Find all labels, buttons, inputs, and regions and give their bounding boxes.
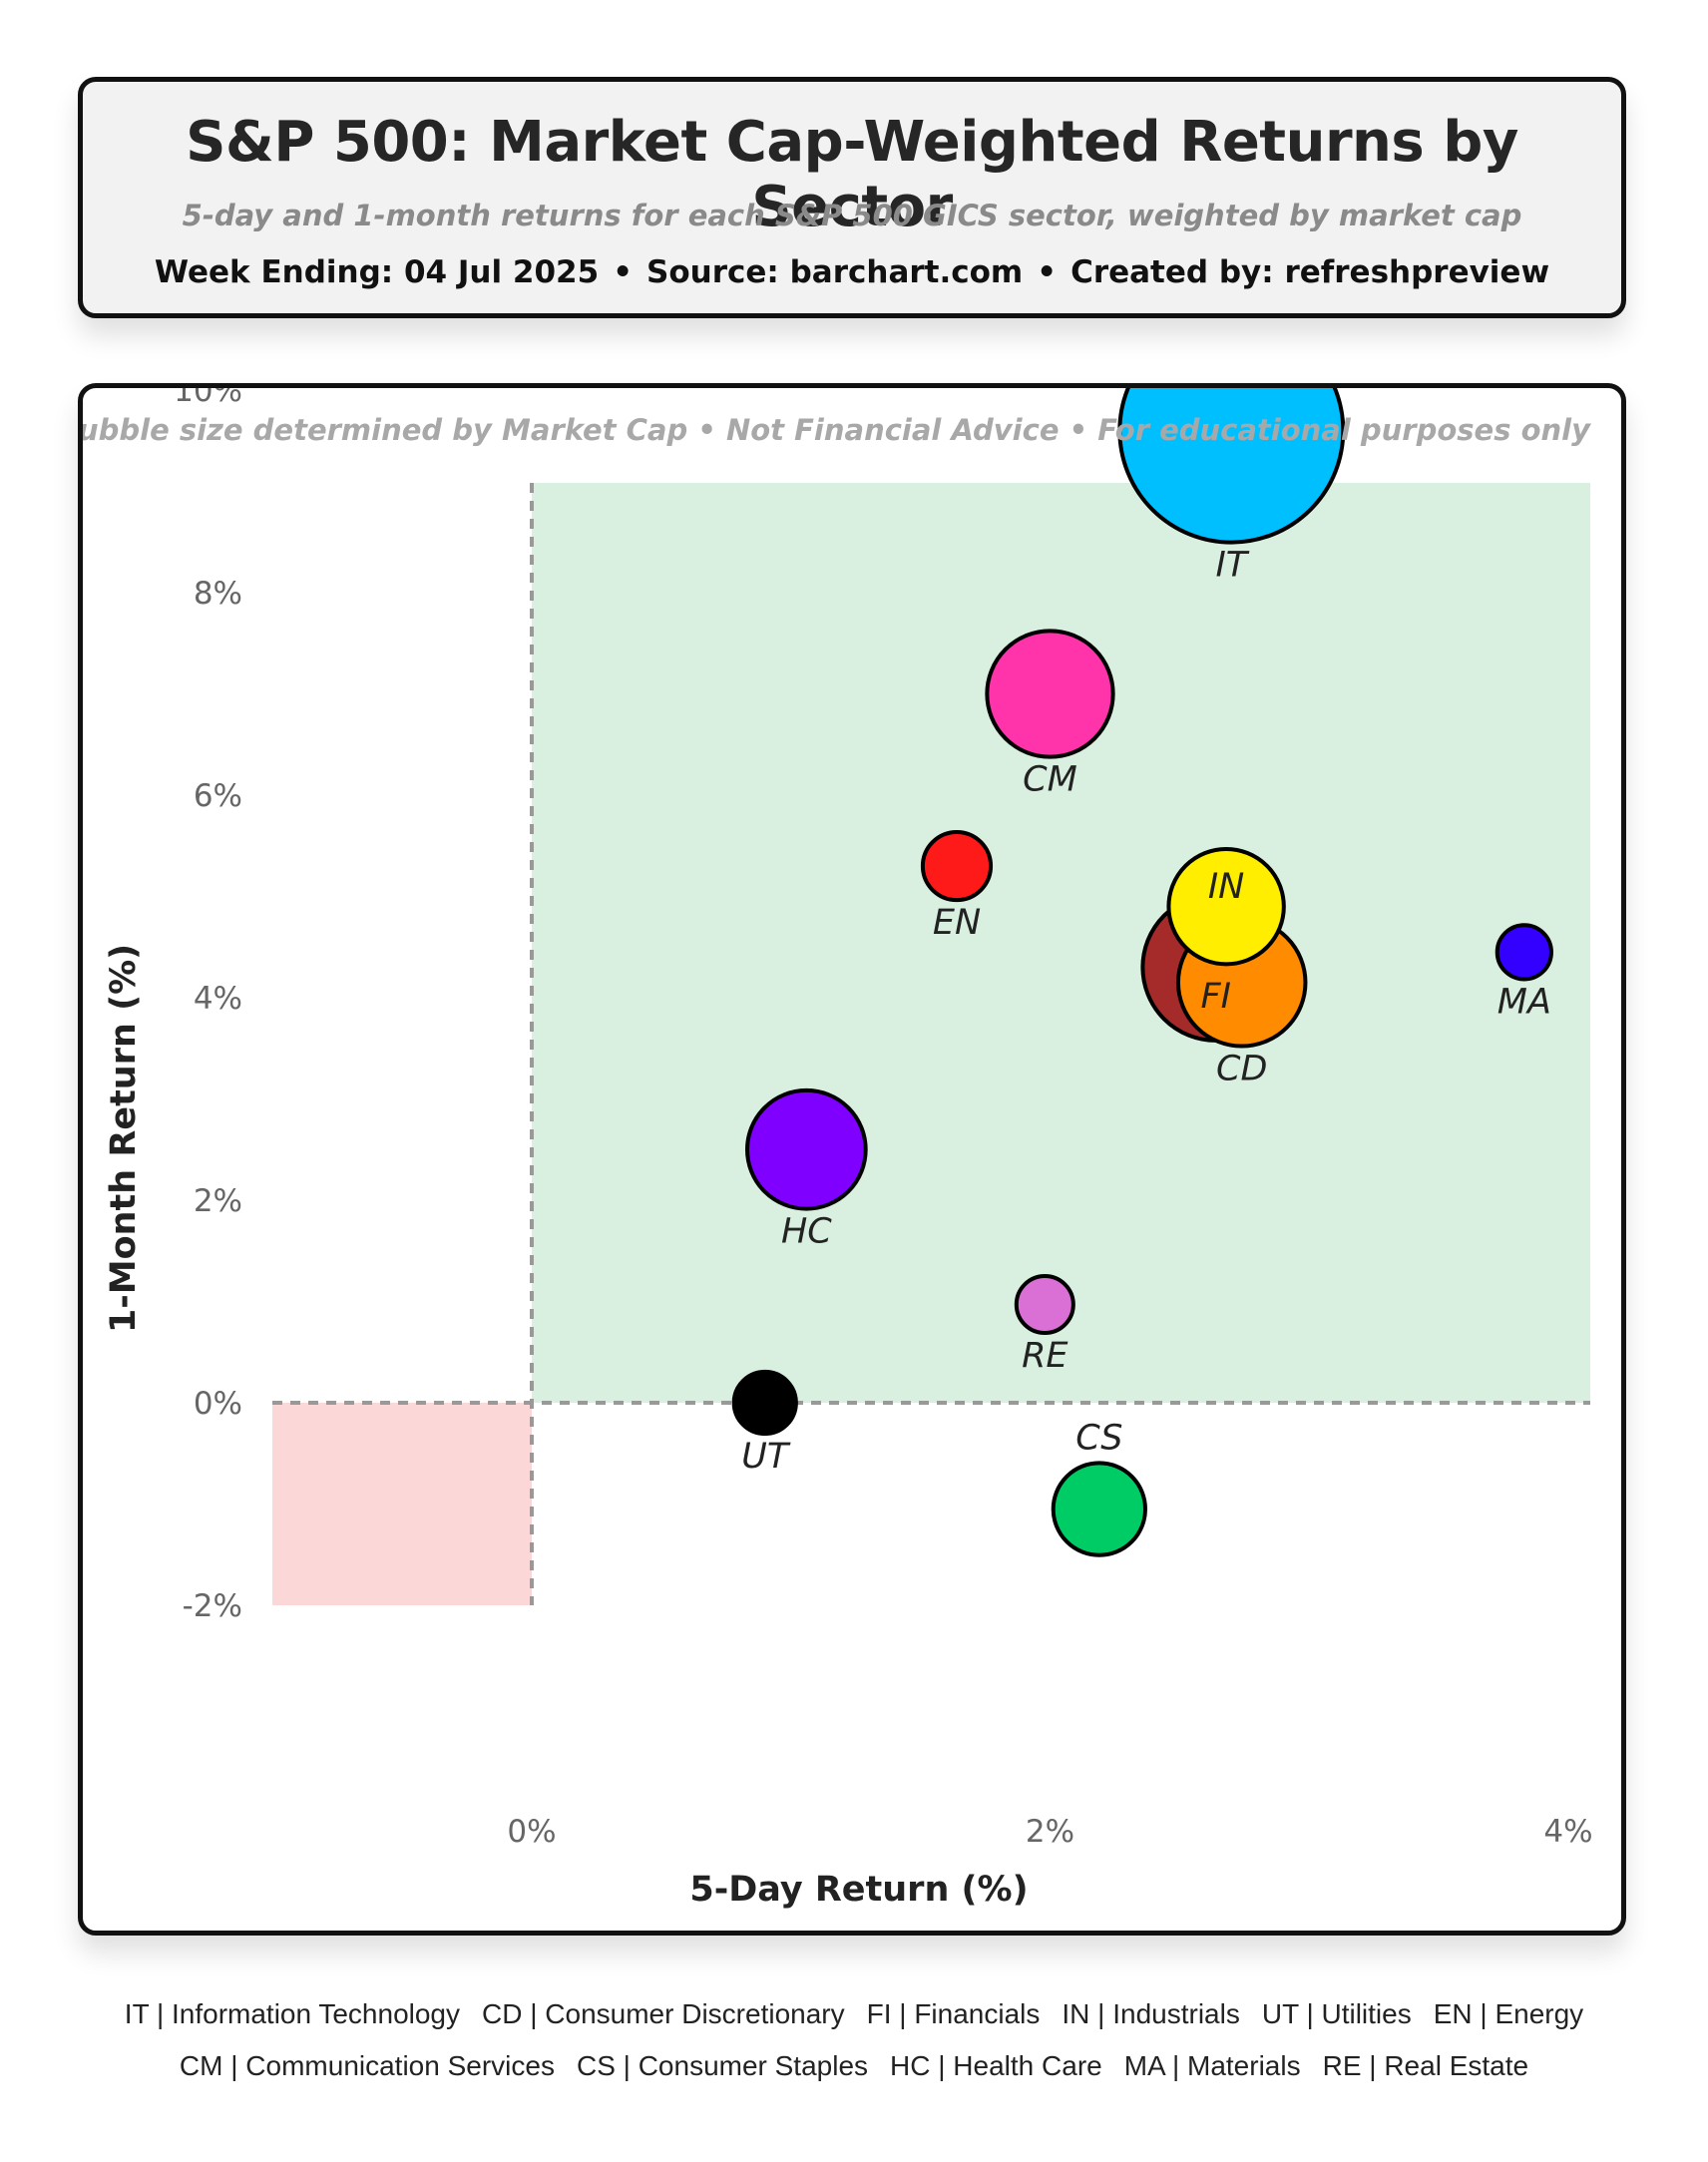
bubble-label-cd: CD xyxy=(1216,1050,1267,1089)
bubble-label-re: RE xyxy=(1022,1336,1068,1376)
header-card: S&P 500: Market Cap-Weighted Returns by … xyxy=(78,77,1626,318)
bubble-label-fi: FI xyxy=(1201,977,1231,1017)
bubble-it xyxy=(1117,388,1346,545)
bubble-label-cs: CS xyxy=(1075,1418,1122,1458)
meta-line: Week Ending: 04 Jul 2025 • Source: barchar… xyxy=(83,254,1621,290)
bubble-label-en: EN xyxy=(933,903,981,943)
bubble-cs xyxy=(1051,1461,1147,1557)
legend-item: CS | Consumer Staples xyxy=(576,2050,869,2081)
bubble-in xyxy=(1166,846,1286,967)
page-subtitle: 5-day and 1-month returns for each S&P 5… xyxy=(182,199,1522,232)
source: Source: barchart.com xyxy=(646,254,1024,290)
bubble-ut xyxy=(731,1369,798,1437)
bubble-label-in: IN xyxy=(1208,867,1245,907)
legend-item: HC | Health Care xyxy=(890,2050,1102,2081)
legend-item: RE | Real Estate xyxy=(1322,2050,1529,2081)
separator-dot: • xyxy=(613,254,634,290)
bubble-chart: -2% 0% 2% 4% 6% 8% 10% 0% 2% 4% IT CM EN IN CD FI MA HC R… xyxy=(83,388,1593,1910)
y-tick-label: -2% xyxy=(183,1588,242,1624)
bubble-re xyxy=(1014,1274,1075,1336)
x-tick-label: 4% xyxy=(1543,1814,1592,1850)
y-tick-label: 4% xyxy=(194,981,242,1017)
bubble-label-ut: UT xyxy=(741,1437,791,1477)
legend-item: MA | Materials xyxy=(1123,2050,1301,2081)
bubble-label-cm: CM xyxy=(1023,760,1077,800)
y-tick-label: 10% xyxy=(174,388,242,409)
bubble-cm xyxy=(985,629,1115,759)
chart-note: Bubble size determined by Market Cap • N… xyxy=(83,413,1591,447)
legend-row-2: CM | Communication Services CS | Consumer… xyxy=(0,2050,1708,2082)
x-axis-title: 5-Day Return (%) xyxy=(689,1870,1028,1910)
separator-dot: • xyxy=(1037,254,1058,290)
legend-item: IN | Industrials xyxy=(1062,1998,1240,2029)
y-axis-title: 1-Month Return (%) xyxy=(104,944,144,1333)
week-ending: Week Ending: 04 Jul 2025 xyxy=(154,254,600,290)
y-tick-label: 2% xyxy=(194,1183,242,1219)
bubble-label-it: IT xyxy=(1215,546,1249,586)
y-tick-label: 8% xyxy=(194,576,242,612)
x-tick-label: 0% xyxy=(507,1814,556,1850)
bubble-hc xyxy=(744,1087,868,1211)
legend-item: IT | Information Technology xyxy=(124,1998,461,2029)
legend-item: CM | Communication Services xyxy=(179,2050,555,2081)
legend-item: CD | Consumer Discretionary xyxy=(482,1998,845,2029)
page-title: S&P 500: Market Cap-Weighted Returns by … xyxy=(186,110,1518,239)
y-tick-label: 6% xyxy=(194,778,242,814)
legend-item: UT | Utilities xyxy=(1261,1998,1412,2029)
legend-item: EN | Energy xyxy=(1433,1998,1584,2029)
quadrant-negative xyxy=(272,1403,532,1605)
y-tick-label: 0% xyxy=(194,1386,242,1422)
x-tick-label: 2% xyxy=(1026,1814,1074,1850)
bubble-label-hc: HC xyxy=(781,1212,832,1252)
quadrant-positive xyxy=(532,483,1590,1403)
legend-item: FI | Financials xyxy=(866,1998,1041,2029)
bubble-ma xyxy=(1494,923,1553,982)
chart-card: -2% 0% 2% 4% 6% 8% 10% 0% 2% 4% IT CM EN IN CD FI MA HC R… xyxy=(78,383,1626,1936)
bubble-label-ma: MA xyxy=(1497,982,1551,1022)
bubble-en xyxy=(920,829,994,903)
created-by: Created by: refreshpreview xyxy=(1070,254,1550,290)
legend-row-1: IT | Information Technology CD | Consumer… xyxy=(0,1998,1708,2030)
